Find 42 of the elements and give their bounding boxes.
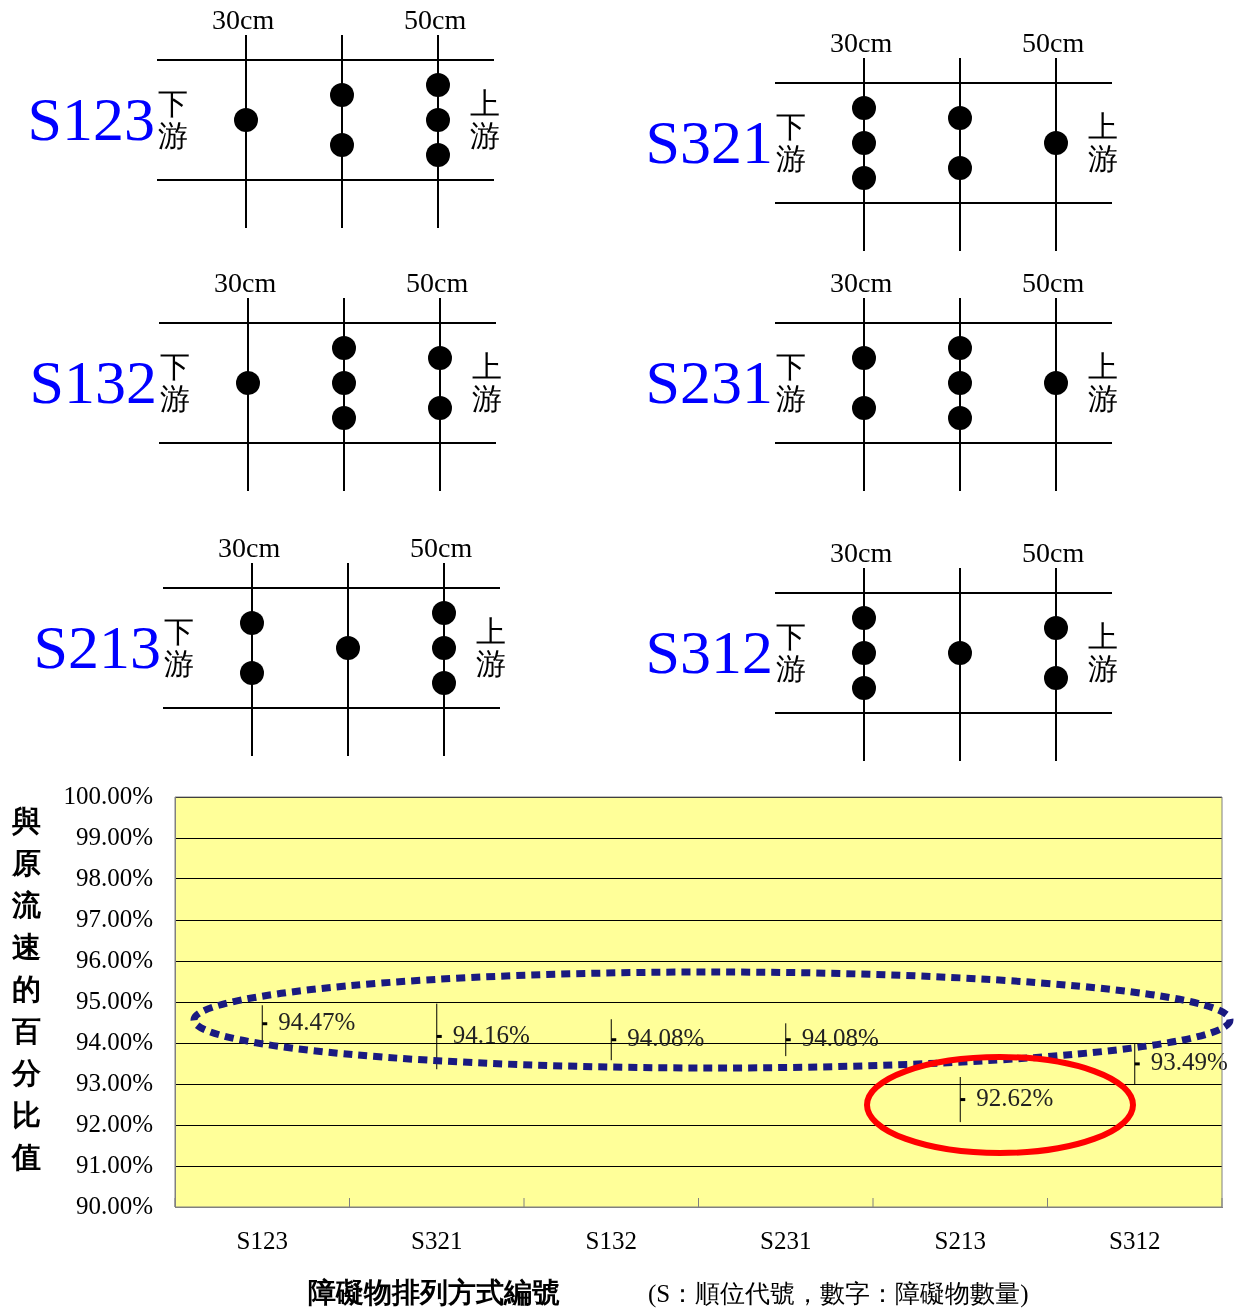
data-label: 93.49%: [1150, 1048, 1228, 1076]
text: 50cm: [1022, 537, 1085, 568]
text: S132: [29, 348, 157, 416]
text: S123: [27, 85, 155, 153]
x-tick-label: S231: [760, 1226, 812, 1254]
text: S213: [33, 613, 161, 681]
text: 與原流速的百分比值: [12, 804, 41, 1174]
y-tick-label: 91.00%: [75, 1150, 153, 1178]
text: S321: [645, 108, 773, 176]
y-tick-label: 98.00%: [75, 863, 153, 891]
y-tick-label: 96.00%: [75, 945, 153, 973]
text: 50cm: [1022, 27, 1085, 58]
x-tick-label: S213: [934, 1226, 986, 1254]
y-tick-label: 94.00%: [75, 1027, 153, 1055]
y-tick-label: 90.00%: [75, 1191, 153, 1219]
text: 30cm: [212, 4, 275, 35]
data-label: 94.47%: [278, 1008, 356, 1036]
text: 50cm: [410, 532, 473, 563]
text: 30cm: [830, 267, 893, 298]
text: 30cm: [830, 27, 893, 58]
text: S312: [645, 618, 773, 686]
data-label: 94.16%: [452, 1021, 530, 1048]
x-axis-title: 障礙物排列方式編號: [308, 1275, 560, 1308]
x-tick-label: S321: [411, 1226, 463, 1254]
text: S231: [645, 348, 773, 416]
y-tick-label: 95.00%: [75, 986, 153, 1014]
text: 30cm: [214, 267, 277, 298]
text: 30cm: [830, 537, 893, 568]
y-tick-label: 92.00%: [75, 1109, 153, 1137]
text: 50cm: [1022, 267, 1085, 298]
y-tick-label: 93.00%: [75, 1068, 153, 1096]
y-tick-label: 97.00%: [75, 904, 153, 932]
text: 30cm: [218, 532, 281, 563]
y-tick-label: 100.00%: [63, 781, 153, 809]
x-tick-label: S123: [236, 1226, 288, 1254]
y-tick-label: 99.00%: [75, 822, 153, 850]
text: 50cm: [406, 267, 469, 298]
text: 50cm: [404, 4, 467, 35]
text: (S：順位代號，數字：障礙物數量): [648, 1279, 1029, 1308]
x-tick-label: S132: [585, 1226, 637, 1254]
data-label: 92.62%: [976, 1084, 1054, 1112]
x-tick-label: S312: [1109, 1226, 1161, 1254]
